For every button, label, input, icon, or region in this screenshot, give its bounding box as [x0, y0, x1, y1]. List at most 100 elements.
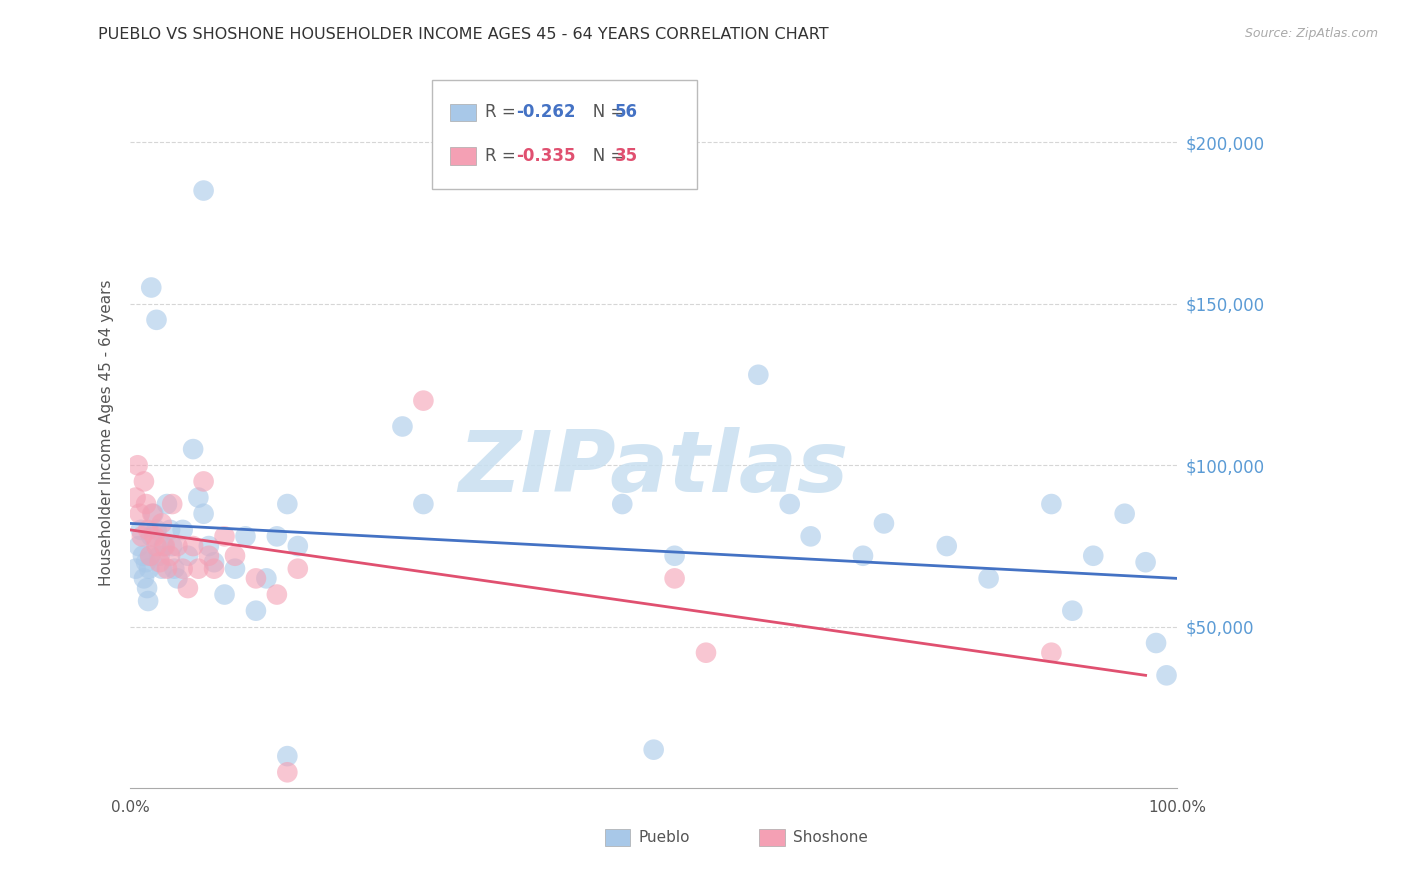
Point: [160, 497, 183, 511]
Point: [287, 562, 309, 576]
Point: [214, 529, 236, 543]
Point: [129, 523, 152, 537]
Point: [779, 497, 801, 511]
Text: Source: ZipAtlas.com: Source: ZipAtlas.com: [1244, 27, 1378, 40]
Point: [166, 571, 188, 585]
Point: [1040, 497, 1063, 511]
Point: [135, 497, 157, 511]
Point: [181, 539, 204, 553]
Point: [214, 588, 236, 602]
Point: [391, 419, 413, 434]
Point: [695, 646, 717, 660]
Text: Shoshone: Shoshone: [793, 830, 868, 845]
Point: [136, 594, 159, 608]
Point: [873, 516, 896, 531]
Point: [276, 765, 298, 780]
Point: [664, 571, 686, 585]
Point: [177, 581, 200, 595]
Point: [245, 571, 267, 585]
Point: [266, 588, 288, 602]
Point: [800, 529, 823, 543]
Point: [276, 749, 298, 764]
Point: [153, 539, 176, 553]
Point: [664, 549, 686, 563]
Point: [198, 549, 221, 563]
Point: [156, 497, 179, 511]
Point: [142, 507, 165, 521]
Point: [202, 562, 225, 576]
Point: [138, 562, 160, 576]
Point: [136, 581, 159, 595]
Point: [150, 562, 173, 576]
Point: [141, 507, 163, 521]
Point: [254, 571, 277, 585]
Point: [149, 549, 172, 563]
Point: [141, 529, 163, 543]
Point: [224, 549, 246, 563]
Point: [612, 497, 634, 511]
Point: [128, 507, 150, 521]
Point: [276, 497, 298, 511]
Point: [1040, 646, 1063, 660]
Point: [177, 549, 200, 563]
Point: [747, 368, 769, 382]
Point: [124, 562, 146, 576]
Point: [193, 184, 215, 198]
Point: [643, 742, 665, 756]
Point: [135, 555, 157, 569]
Point: [141, 280, 163, 294]
Point: [145, 539, 167, 553]
Point: [166, 539, 188, 553]
Text: PUEBLO VS SHOSHONE HOUSEHOLDER INCOME AGES 45 - 64 YEARS CORRELATION CHART: PUEBLO VS SHOSHONE HOUSEHOLDER INCOME AG…: [98, 27, 830, 42]
Point: [143, 529, 166, 543]
Text: -0.335: -0.335: [516, 147, 576, 165]
Text: 35: 35: [614, 147, 638, 165]
Point: [224, 562, 246, 576]
Point: [198, 539, 221, 553]
Text: N =: N =: [576, 147, 630, 165]
Point: [132, 571, 155, 585]
Point: [136, 523, 159, 537]
Point: [128, 539, 150, 553]
Point: [149, 555, 172, 569]
Point: [235, 529, 257, 543]
Point: [977, 571, 1000, 585]
Text: R =: R =: [485, 147, 522, 165]
Point: [412, 497, 434, 511]
Point: [139, 549, 162, 563]
Point: [153, 539, 176, 553]
Point: [287, 539, 309, 553]
Point: [202, 555, 225, 569]
Point: [1062, 604, 1084, 618]
Point: [1156, 668, 1178, 682]
Point: [193, 507, 215, 521]
Point: [139, 549, 162, 563]
Text: Pueblo: Pueblo: [638, 830, 690, 845]
Point: [172, 562, 194, 576]
Text: R =: R =: [485, 103, 522, 121]
Text: N =: N =: [576, 103, 630, 121]
Text: ZIPatlas: ZIPatlas: [458, 427, 849, 510]
Point: [1114, 507, 1136, 521]
Point: [132, 549, 155, 563]
Point: [163, 562, 186, 576]
Point: [181, 442, 204, 456]
Point: [145, 313, 167, 327]
Point: [187, 562, 209, 576]
Point: [412, 393, 434, 408]
Point: [1135, 555, 1157, 569]
Point: [172, 523, 194, 537]
Point: [1144, 636, 1167, 650]
Point: [159, 523, 181, 537]
Point: [159, 549, 181, 563]
Y-axis label: Householder Income Ages 45 - 64 years: Householder Income Ages 45 - 64 years: [100, 280, 114, 586]
Point: [852, 549, 875, 563]
Point: [127, 458, 149, 473]
Point: [245, 604, 267, 618]
Point: [935, 539, 957, 553]
Point: [156, 562, 179, 576]
Point: [160, 539, 183, 553]
Text: 56: 56: [614, 103, 638, 121]
Point: [266, 529, 288, 543]
Point: [187, 491, 209, 505]
